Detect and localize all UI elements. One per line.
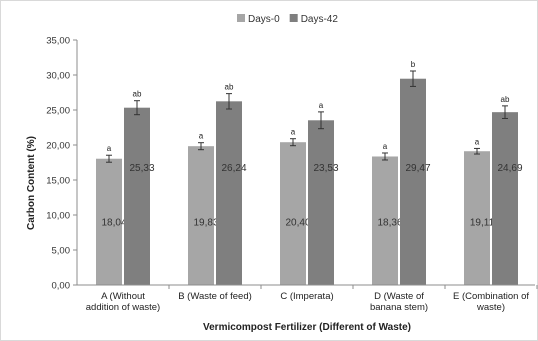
bar-days-0	[96, 158, 122, 285]
bar-days-0	[372, 156, 398, 285]
bar-days-0	[188, 146, 214, 285]
significance-letter: a	[291, 128, 296, 137]
x-category-label: addition of waste)	[86, 302, 160, 313]
y-axis: 0,00 5,00 10,00 15,00 20,00 25,00 30,00 35,00	[46, 36, 78, 292]
bar-days-0	[464, 151, 490, 285]
significance-letter: a	[475, 137, 480, 146]
bar-days-42	[400, 78, 426, 286]
x-category-label: E (Combination of	[453, 291, 529, 302]
y-axis-title: Carbon Content (%)	[26, 136, 37, 230]
data-label: 24,69	[497, 163, 522, 174]
bar-days-0	[280, 142, 306, 285]
y-tick-label: 35,00	[46, 36, 70, 47]
data-label: 18,04	[101, 218, 126, 229]
bar-days-42	[308, 120, 334, 285]
data-label: 26,24	[221, 163, 246, 174]
legend-swatch	[237, 14, 245, 22]
y-tick-label: 15,00	[46, 176, 70, 187]
y-tick-label: 10,00	[46, 211, 70, 222]
y-tick-label: 5,00	[52, 246, 71, 257]
data-label: 19,11	[470, 218, 495, 229]
x-category-label: waste)	[476, 302, 505, 313]
data-label: 20,40	[285, 218, 310, 229]
bar-days-42	[492, 112, 518, 285]
legend: Days-0 Days-42	[237, 14, 338, 25]
x-category-label: B (Waste of feed)	[178, 291, 252, 302]
x-category-label: C (Imperata)	[280, 291, 333, 302]
significance-letter: b	[411, 60, 416, 69]
significance-letter: a	[199, 132, 204, 141]
significance-letter: a	[319, 101, 324, 110]
data-label: 23,53	[313, 163, 338, 174]
significance-letter: ab	[225, 83, 234, 92]
bars: a18,04ab25,33a19,83ab26,24a20,40a23,53a1…	[96, 60, 523, 286]
legend-swatch	[289, 14, 298, 22]
significance-letter: ab	[133, 90, 142, 99]
data-label: 29,47	[405, 163, 430, 174]
x-category-label: A (Without	[101, 291, 145, 302]
x-category-label: D (Waste of	[374, 291, 424, 302]
data-label: 19,83	[193, 218, 218, 229]
legend-label: Days-0	[248, 14, 280, 25]
significance-letter: ab	[501, 95, 510, 104]
y-tick-label: 25,00	[46, 106, 70, 117]
bar-days-42	[216, 101, 242, 285]
y-tick-label: 0,00	[52, 281, 71, 292]
significance-letter: a	[383, 142, 388, 151]
data-label: 18,36	[377, 218, 402, 229]
bar-days-42	[124, 107, 150, 285]
y-tick-label: 30,00	[46, 71, 70, 82]
x-axis-title: Vermicompost Fertilizer (Different of Wa…	[203, 322, 411, 333]
significance-letter: a	[107, 144, 112, 153]
data-label: 25,33	[129, 163, 154, 174]
x-category-label: banana stem)	[370, 302, 428, 313]
y-tick-label: 20,00	[46, 141, 70, 152]
legend-label: Days-42	[301, 14, 339, 25]
